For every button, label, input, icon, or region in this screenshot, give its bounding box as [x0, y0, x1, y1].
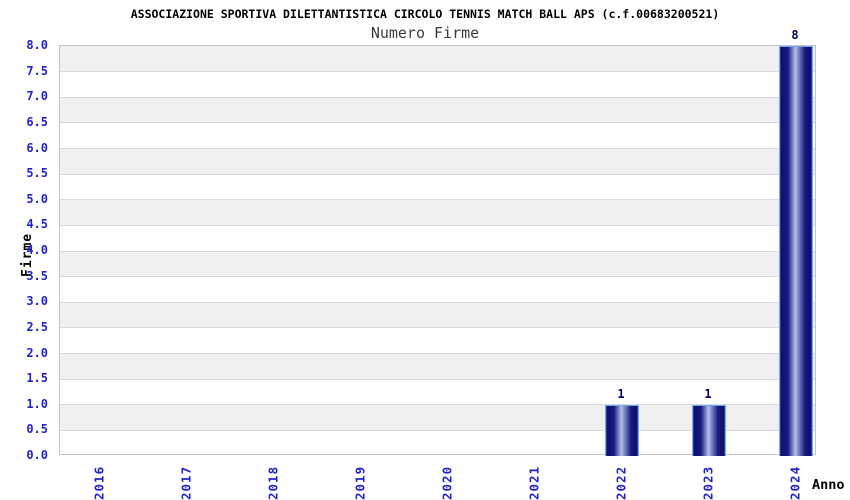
- gridline: [60, 429, 815, 431]
- x-axis-title: Anno: [812, 477, 845, 493]
- chart-title: ASSOCIAZIONE SPORTIVA DILETTANTISTICA CI…: [130, 7, 720, 21]
- gridline: [60, 327, 815, 329]
- x-tick-label: 2023: [700, 465, 716, 500]
- y-tick-label: 2.0: [26, 345, 48, 360]
- gridline: [60, 353, 815, 354]
- bar-2024: [779, 46, 813, 456]
- gridline: [60, 378, 815, 380]
- y-tick-label: 1.0: [26, 396, 48, 411]
- y-tick-label: 4.0: [26, 243, 48, 257]
- y-tick-label: 7.5: [26, 63, 48, 78]
- gridline: [60, 224, 815, 226]
- gridline: [60, 250, 815, 252]
- y-tick-label: 3.0: [26, 294, 48, 309]
- x-tick-label: 2024: [787, 465, 803, 500]
- y-tick-label: 0.5: [26, 422, 48, 437]
- gridline: [60, 276, 815, 278]
- x-tick-label: 2019: [352, 465, 368, 500]
- gridline: [60, 199, 815, 201]
- y-tick-label: 5.0: [26, 191, 48, 206]
- gridline: [60, 301, 815, 303]
- bar-value-label: 8: [791, 28, 799, 42]
- y-tick-label: 6.0: [26, 140, 48, 155]
- y-tick-label: 4.5: [26, 217, 48, 232]
- x-tick-label: 2020: [439, 465, 455, 500]
- bar-value-label: 1: [704, 386, 712, 401]
- gridline: [60, 173, 815, 175]
- y-tick-label: 3.5: [26, 268, 48, 283]
- x-tick-label: 2018: [265, 465, 281, 500]
- bar-2023: [692, 404, 726, 456]
- gridline: [60, 71, 815, 73]
- gridline: [60, 122, 815, 124]
- y-tick-label: 5.5: [26, 166, 48, 181]
- y-tick-label: 2.5: [26, 319, 48, 334]
- bar-2022: [605, 404, 639, 456]
- gridline: [60, 96, 815, 98]
- y-tick-label: 7.0: [26, 89, 48, 104]
- x-tick-label: 2022: [613, 465, 629, 500]
- y-tick-label: 1.5: [26, 371, 48, 386]
- x-tick-label: 2017: [178, 465, 194, 500]
- bar-value-label: 1: [617, 386, 625, 401]
- x-tick-label: 2016: [91, 465, 107, 500]
- plot-area: [59, 45, 816, 456]
- gridline: [60, 404, 815, 406]
- y-tick-label: 0.0: [26, 448, 48, 462]
- gridline: [60, 148, 815, 149]
- chart-subtitle: Numero Firme: [370, 24, 480, 42]
- y-tick-label: 6.5: [26, 114, 48, 129]
- y-tick-label: 8.0: [26, 38, 48, 52]
- x-tick-label: 2021: [526, 465, 542, 500]
